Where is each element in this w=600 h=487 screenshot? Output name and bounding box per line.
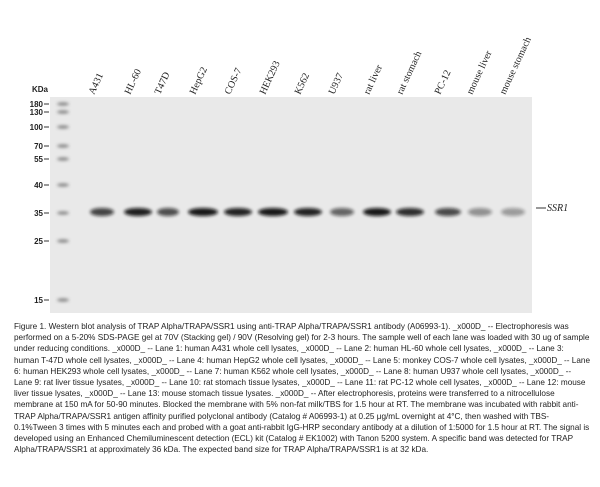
ladder-band <box>57 183 69 187</box>
ladder-band <box>57 239 69 243</box>
band <box>294 208 322 216</box>
ladder-band <box>57 125 69 129</box>
lane-label: COS-7 <box>223 66 245 96</box>
ladder-band <box>57 144 69 148</box>
marker-label: 70 <box>34 142 43 151</box>
lane-label: HL-60 <box>123 67 144 96</box>
lane-label: rat liver <box>362 63 386 97</box>
ladder-band <box>57 211 69 215</box>
band <box>90 208 114 216</box>
unit-label: KDa <box>32 85 49 94</box>
membrane <box>50 97 532 313</box>
marker-label: 180 <box>30 100 44 109</box>
band-label: SSR1 <box>547 203 568 214</box>
band <box>124 208 152 216</box>
band <box>157 208 179 216</box>
ladder-band <box>57 298 69 302</box>
lane-label: U937 <box>327 71 346 96</box>
band <box>468 208 492 216</box>
band <box>330 208 354 216</box>
band <box>363 208 391 216</box>
lane-label: A431 <box>87 71 106 96</box>
lane-label: mouse liver <box>465 48 495 96</box>
ladder-band <box>57 102 69 106</box>
marker-label: 100 <box>30 123 44 132</box>
marker-label: 130 <box>30 108 44 117</box>
lane-label: mouse stomach <box>498 35 534 96</box>
marker-label: 15 <box>34 296 43 305</box>
lane-label: T47D <box>153 70 173 96</box>
marker-label: 55 <box>34 155 43 164</box>
lane-label: PC-12 <box>433 68 454 96</box>
marker-label: 25 <box>34 237 43 246</box>
band <box>435 208 461 216</box>
lane-label: HepG2 <box>188 65 210 96</box>
lane-label: rat stomach <box>395 50 425 97</box>
marker-label: 35 <box>34 209 43 218</box>
band <box>224 208 252 216</box>
lane-label: K562 <box>293 71 312 96</box>
lane-label: HEK293 <box>258 59 283 96</box>
ladder-band <box>57 157 69 161</box>
band <box>258 208 288 216</box>
caption: Figure 1. Western blot analysis of TRAP … <box>14 322 590 455</box>
ladder-band <box>57 110 69 114</box>
band <box>396 208 424 216</box>
band <box>501 208 525 216</box>
band <box>188 208 218 216</box>
marker-label: 40 <box>34 181 43 190</box>
